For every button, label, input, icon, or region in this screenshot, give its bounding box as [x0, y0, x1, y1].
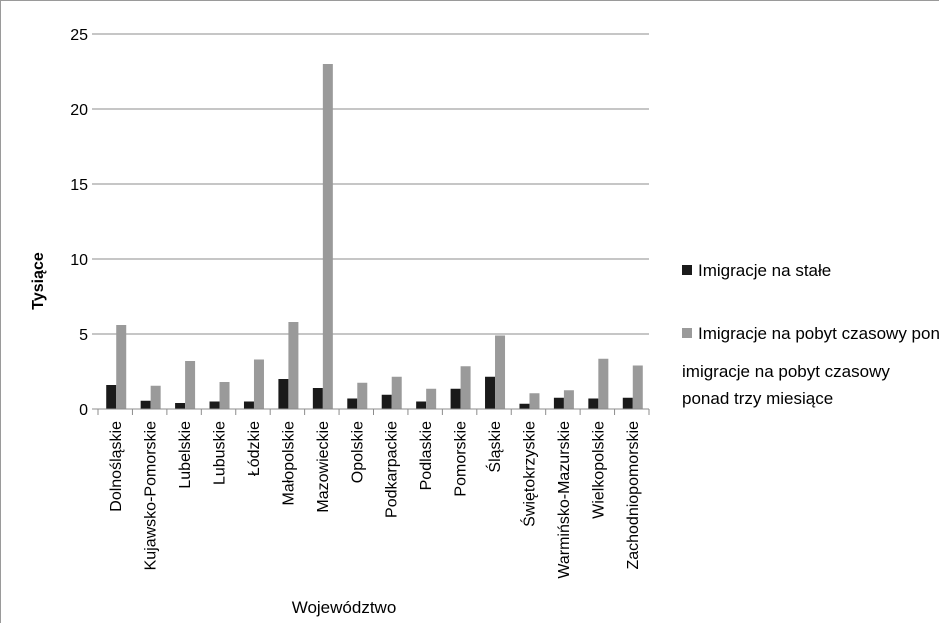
y-tick-label: 20 [70, 102, 88, 119]
bar-czasowy [288, 322, 299, 409]
bar-czasowy [426, 388, 437, 409]
x-tick-label: Świętokrzyskie [519, 421, 538, 527]
bar-stale [553, 397, 564, 409]
x-tick-label: Mazowieckie [315, 421, 332, 513]
x-tick-label: Łódzkie [246, 421, 263, 476]
y-tick-label: 15 [70, 177, 88, 194]
bar-czasowy [632, 365, 643, 409]
x-tick-label: Warmińsko-Mazurskie [556, 421, 573, 579]
bar-stale [381, 394, 392, 409]
x-tick-label: Lubuskie [212, 421, 229, 485]
bar-stale [416, 401, 427, 409]
bar-stale [622, 397, 633, 409]
bar-czasowy [150, 385, 161, 409]
bar-czasowy [116, 325, 127, 409]
bar-czasowy [563, 390, 574, 409]
bar-stale [106, 385, 117, 409]
y-tick-label: 25 [70, 27, 88, 44]
y-tick-labels: 0 5 10 15 20 25 [70, 27, 88, 419]
legend-label: Imigracje na pobyt czasowy ponad 3 miesi… [698, 324, 939, 343]
x-tick-label: Kujawsko-Pomorskie [143, 421, 160, 570]
bar-czasowy [495, 335, 506, 409]
y-axis-title: Tysiące [30, 252, 47, 310]
overlay-note: imigracje na pobyt czasowy ponad trzy mi… [682, 358, 939, 412]
x-tick-label: Wielkopolskie [590, 421, 607, 519]
bar-czasowy [219, 382, 230, 409]
x-tick-label: Lubelskie [177, 421, 194, 489]
x-tick-label: Śląskie [485, 421, 504, 473]
bar-stale [347, 398, 358, 409]
bar-stale [278, 379, 289, 409]
bar-stale [312, 388, 323, 409]
bar-czasowy [322, 64, 333, 409]
gridlines [92, 33, 649, 410]
y-tick-label: 5 [79, 327, 88, 344]
bar-czasowy [529, 393, 540, 409]
bar-stale [175, 403, 186, 409]
bar-czasowy [253, 359, 264, 409]
bar-czasowy [598, 358, 609, 409]
bar-czasowy [357, 382, 368, 409]
x-axis-title: Województwo [292, 598, 397, 617]
legend: Imigracje na stałe Imigracje na pobyt cza… [682, 261, 939, 343]
legend-swatch [682, 265, 692, 275]
bar-stale [209, 401, 220, 409]
bar-stale [243, 401, 254, 409]
y-tick-label: 0 [79, 402, 88, 419]
bar-stale [588, 398, 599, 409]
x-tick-label: Pomorskie [453, 421, 470, 497]
x-tick-label: Zachodniopomorskie [625, 421, 642, 570]
y-tick-label: 10 [70, 252, 88, 269]
legend-swatch [682, 328, 692, 338]
x-tick-label: Podkarpackie [384, 421, 401, 518]
legend-label: Imigracje na stałe [698, 261, 831, 280]
bar-czasowy [391, 376, 402, 409]
bar-stale [485, 376, 496, 409]
x-tick-label: Małopolskie [280, 421, 297, 506]
bar-stale [140, 400, 151, 409]
bar-czasowy [185, 361, 196, 409]
x-tick-label: Opolskie [349, 421, 366, 483]
bar-stale [450, 388, 461, 409]
x-tick-label: Dolnośląskie [108, 421, 125, 512]
bar-stale [519, 403, 530, 409]
x-tick-labels: Dolnośląskie Kujawsko-Pomorskie Lubelskie L… [97, 409, 650, 579]
bars [106, 64, 643, 409]
x-tick-label: Podlaskie [418, 421, 435, 490]
bar-czasowy [460, 366, 471, 409]
